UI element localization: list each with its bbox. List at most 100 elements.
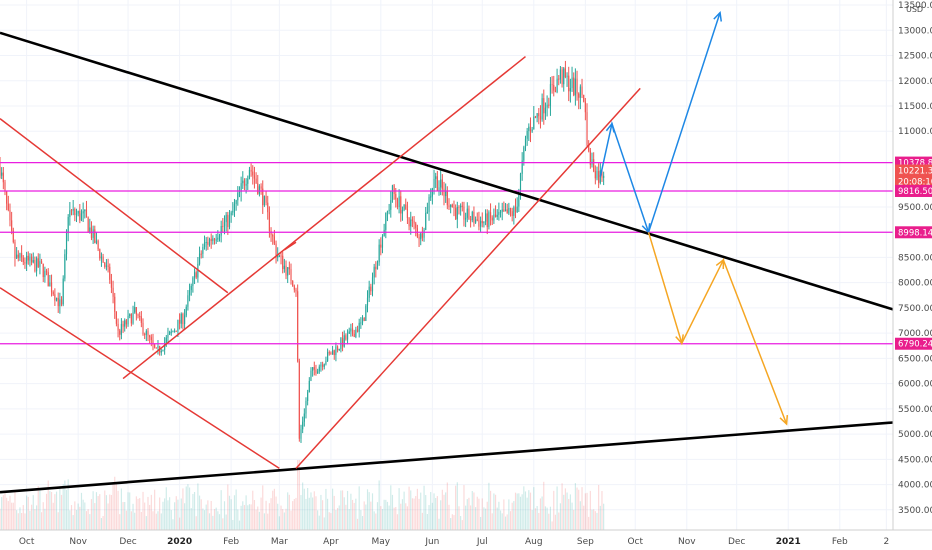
candle-body xyxy=(99,249,101,259)
candle-body xyxy=(446,191,448,206)
candle-body xyxy=(245,183,247,186)
candle-body xyxy=(438,187,440,191)
volume-bar xyxy=(421,512,423,530)
candle-body xyxy=(250,169,252,172)
candle-body xyxy=(223,222,226,227)
candle-body xyxy=(353,333,355,338)
candle-body xyxy=(603,175,605,178)
volume-bar xyxy=(273,488,275,530)
candle-body xyxy=(538,113,540,117)
volume-bar xyxy=(170,510,172,530)
candle-body xyxy=(82,211,84,214)
candle-body xyxy=(2,172,4,183)
candle-body xyxy=(361,317,364,323)
candle-body xyxy=(120,323,122,335)
candle-body xyxy=(523,147,525,161)
candle-body xyxy=(262,188,264,206)
candle-body xyxy=(228,215,231,228)
volume-bar xyxy=(36,505,38,530)
volume-bar xyxy=(365,504,367,530)
candle-body xyxy=(358,322,360,332)
candle-body xyxy=(484,213,487,222)
candle-body xyxy=(544,107,547,114)
candle-body xyxy=(104,262,106,267)
candle-body xyxy=(238,191,241,193)
candle-body xyxy=(167,334,169,338)
candle-body xyxy=(493,214,495,221)
candle-body xyxy=(494,214,497,217)
volume-bar xyxy=(300,495,302,530)
candle-body xyxy=(559,69,561,80)
volume-bar xyxy=(428,505,430,530)
candle-body xyxy=(19,253,21,258)
candle-body xyxy=(277,255,279,258)
candle-body xyxy=(360,322,362,324)
volume-bar xyxy=(54,494,56,530)
candle-body xyxy=(573,77,575,96)
candle-body xyxy=(27,255,29,261)
candle-body xyxy=(375,266,377,270)
candle-body xyxy=(307,392,309,401)
volume-bar xyxy=(195,516,197,530)
candle-body xyxy=(110,279,112,288)
candle-body xyxy=(411,219,413,221)
volume-bar xyxy=(363,501,365,530)
x-tick-label: Oct xyxy=(627,537,643,547)
volume-bar xyxy=(307,487,309,530)
volume-bar xyxy=(508,499,510,530)
candle-body xyxy=(317,371,319,374)
candle-body xyxy=(17,254,19,258)
volume-bar xyxy=(75,509,78,530)
volume-bar xyxy=(453,515,455,530)
candle-body xyxy=(578,93,580,98)
volume-bar xyxy=(346,490,349,530)
candle-body xyxy=(195,272,197,278)
candle-body xyxy=(122,323,124,327)
candle-body xyxy=(292,280,294,287)
volume-bar xyxy=(40,512,43,530)
candle-body xyxy=(531,129,533,132)
candle-body xyxy=(155,347,157,349)
volume-bar xyxy=(37,486,39,530)
candle-body xyxy=(335,346,337,356)
candle-body xyxy=(433,178,435,189)
volume-bar xyxy=(323,517,325,530)
candle-body xyxy=(571,77,573,89)
candle-body xyxy=(568,75,570,92)
candle-body xyxy=(421,233,423,238)
candle-body xyxy=(177,319,179,332)
candle-body xyxy=(0,166,1,176)
candle-body xyxy=(97,240,99,250)
y-tick-label: 9500.00 xyxy=(898,203,932,213)
candle-body xyxy=(445,191,447,197)
candle-body xyxy=(147,330,149,336)
volume-bar xyxy=(395,507,397,530)
volume-bar xyxy=(39,489,41,530)
candle-body xyxy=(119,330,121,335)
volume-bar xyxy=(493,493,495,530)
volume-bar xyxy=(26,495,28,530)
volume-bar xyxy=(561,483,563,530)
candle-body xyxy=(152,340,154,345)
volume-bar xyxy=(548,513,550,530)
volume-bar xyxy=(501,513,503,530)
volume-bar xyxy=(318,515,320,530)
volume-bar xyxy=(396,514,399,530)
volume-bar xyxy=(598,484,600,530)
volume-bar xyxy=(499,510,502,530)
candle-body xyxy=(109,266,111,280)
volume-bar xyxy=(280,505,282,530)
candle-body xyxy=(185,306,187,316)
candle-body xyxy=(526,130,528,139)
volume-bar xyxy=(12,502,14,530)
volume-bar xyxy=(586,492,588,530)
x-tick-labels: Oct Nov Dec 2020 Feb Mar Apr May Jun Jul Aug Sep Oct… xyxy=(19,537,889,547)
volume-bar xyxy=(353,502,355,530)
candle-body xyxy=(410,219,412,227)
x-tick-label: May xyxy=(372,537,391,547)
volume-bar xyxy=(433,493,435,530)
candle-body xyxy=(588,144,590,151)
candle-body xyxy=(406,208,409,218)
candle-body xyxy=(310,370,312,381)
